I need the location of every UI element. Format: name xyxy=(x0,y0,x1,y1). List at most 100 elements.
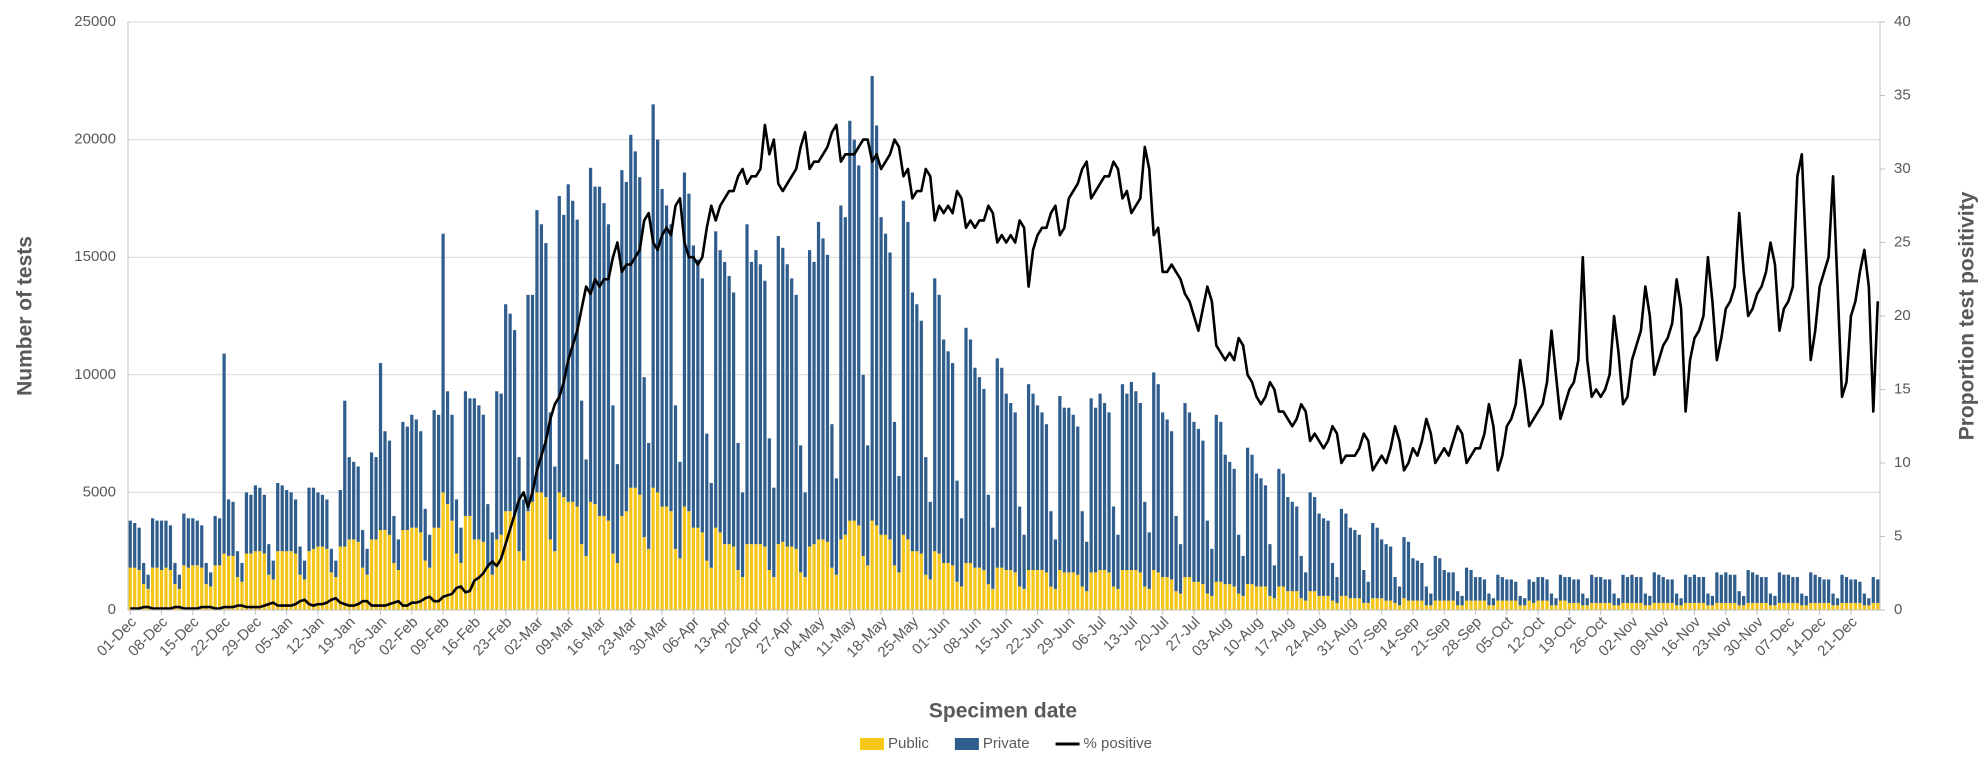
bar xyxy=(1013,572,1017,610)
bar xyxy=(1196,581,1201,610)
bar xyxy=(642,377,646,538)
bar xyxy=(1500,577,1504,601)
bar xyxy=(901,534,906,610)
bar xyxy=(159,570,164,610)
bar xyxy=(1813,574,1817,603)
bar xyxy=(454,499,459,554)
bar xyxy=(754,544,758,610)
bar xyxy=(1536,577,1540,601)
bar xyxy=(343,400,347,547)
bar xyxy=(834,478,839,575)
bar xyxy=(1384,544,1388,601)
bar xyxy=(1366,581,1370,603)
bar xyxy=(843,217,847,535)
bar xyxy=(1107,572,1111,610)
bar xyxy=(1768,593,1773,606)
bar xyxy=(150,567,155,610)
bar xyxy=(781,247,785,542)
bar xyxy=(566,184,570,502)
bar xyxy=(361,567,365,610)
y-tick-label: 20000 xyxy=(74,131,116,148)
bar xyxy=(1818,577,1822,603)
bar xyxy=(1357,534,1361,599)
bar xyxy=(1424,605,1428,610)
bar xyxy=(530,294,535,502)
bar xyxy=(1746,602,1750,610)
bar xyxy=(1496,600,1500,610)
bar xyxy=(718,532,722,610)
bar xyxy=(1111,586,1116,610)
bar xyxy=(812,544,816,610)
bar xyxy=(1621,574,1625,603)
bar xyxy=(1406,541,1411,601)
bar xyxy=(316,546,320,610)
bar xyxy=(915,304,919,552)
bar xyxy=(1375,527,1379,599)
bar xyxy=(942,562,946,610)
bar xyxy=(1272,565,1277,599)
bar xyxy=(1210,595,1214,610)
bar xyxy=(906,539,910,610)
bar xyxy=(405,530,409,610)
bar xyxy=(1804,605,1808,610)
bar xyxy=(1518,595,1522,606)
bar xyxy=(396,539,401,571)
bar xyxy=(1268,595,1272,610)
bar xyxy=(1000,567,1004,610)
bar xyxy=(191,518,195,566)
bar xyxy=(535,210,539,493)
bar xyxy=(1214,414,1218,582)
bar xyxy=(723,544,727,610)
bar xyxy=(307,487,311,552)
bar xyxy=(1742,605,1746,610)
bar xyxy=(1076,426,1080,575)
bar xyxy=(955,480,959,582)
bar xyxy=(714,527,718,610)
bar xyxy=(821,539,825,610)
bar xyxy=(1505,579,1509,601)
bar xyxy=(517,551,521,610)
bar xyxy=(638,177,642,495)
bar xyxy=(1022,534,1026,589)
bar xyxy=(803,492,807,578)
bar xyxy=(128,567,132,610)
bar xyxy=(293,553,298,610)
bar xyxy=(892,421,897,566)
y2-tick-label: 5 xyxy=(1894,527,1902,544)
bar xyxy=(329,548,333,573)
bar xyxy=(1643,605,1647,610)
bar xyxy=(964,562,968,610)
bar xyxy=(1782,574,1786,603)
bar xyxy=(888,539,892,610)
bar xyxy=(137,570,141,610)
bar xyxy=(1849,602,1853,610)
bar xyxy=(1724,602,1728,610)
bar xyxy=(298,546,302,575)
bar xyxy=(1326,520,1330,596)
bar xyxy=(1040,412,1044,571)
bar xyxy=(1035,570,1040,610)
bar xyxy=(1268,544,1272,596)
bar xyxy=(1648,605,1652,610)
bar xyxy=(258,551,262,610)
bar xyxy=(848,520,852,610)
bar xyxy=(218,518,222,566)
bar xyxy=(588,501,593,610)
bar xyxy=(758,264,763,545)
bar xyxy=(1241,595,1245,610)
bar xyxy=(1245,584,1250,610)
bar xyxy=(1625,602,1630,610)
bar xyxy=(968,339,973,563)
bar xyxy=(1692,602,1697,610)
bar xyxy=(1344,595,1348,610)
bar xyxy=(1290,501,1294,592)
bar xyxy=(240,581,244,610)
bar xyxy=(597,186,602,516)
bar xyxy=(656,492,660,610)
bar xyxy=(731,292,736,547)
bar xyxy=(1192,421,1196,582)
bar xyxy=(419,431,423,533)
bar xyxy=(437,527,441,610)
bar xyxy=(182,565,186,610)
bar xyxy=(405,426,409,531)
